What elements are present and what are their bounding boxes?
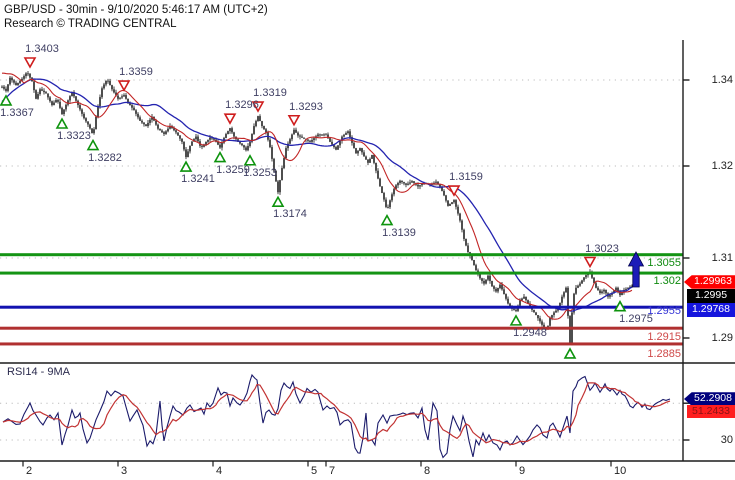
pivot-price-label: 1.3296: [225, 99, 259, 112]
pivot-price-label: 1.2975: [619, 312, 653, 325]
pivot-high-marker: [287, 114, 301, 127]
rsi-value-badge-0: 52.2908: [684, 392, 735, 406]
x-axis-date-label: 7: [329, 465, 336, 477]
pivot-low-marker: [86, 138, 100, 151]
pivot-price-label: 1.3403: [25, 43, 59, 55]
pivot-price-label: 1.3319: [253, 87, 287, 100]
y-axis-label: 1.34: [711, 74, 733, 86]
pivot-low-marker: [509, 314, 523, 326]
pivot-high-marker: [583, 256, 597, 269]
y-axis-label: 1.31: [711, 252, 733, 264]
pivot-price-label: 1.3293: [289, 100, 323, 113]
price-badge-1: 1.2995: [687, 289, 735, 303]
pivot-price-label: 1.2948: [513, 326, 547, 339]
pivot-high-marker: [447, 185, 461, 197]
level-label-support: 1.2915: [647, 331, 681, 344]
pivot-low-marker: [563, 347, 577, 359]
x-axis-date-label: 10: [614, 465, 627, 477]
pivot-low-marker: [179, 160, 193, 172]
level-label-pivot: 1.2955: [647, 305, 681, 318]
chart-title: GBP/USD - 30min - 9/10/2020 5:46:17 AM (…: [4, 4, 268, 16]
pivot-price-label: 1.3282: [88, 151, 122, 164]
rsi-line: [2, 373, 671, 459]
pivot-price-label: 1.3259: [216, 163, 250, 176]
pivot-low-marker: [243, 154, 257, 166]
rsi-value-badge-1: 51.2433: [687, 404, 735, 419]
pivot-high-marker: [251, 101, 265, 113]
price-badge-2: 1.29768: [687, 303, 735, 317]
pivot-price-label: 1.3159: [449, 171, 483, 184]
pivot-price-label: 1.3253: [243, 166, 277, 179]
pivot-price-label: 1.3023: [585, 242, 619, 255]
pivot-price-label: 1.3139: [382, 226, 416, 239]
pivot-low-marker: [613, 300, 627, 312]
pivot-price-label: 1.3367: [0, 106, 34, 119]
rsi-ma-line: [2, 382, 671, 445]
pivot-low-marker: [213, 150, 227, 163]
pivot-price-label: 1.3359: [119, 66, 153, 79]
rsi-indicator-title: RSI14 - 9MA: [7, 366, 70, 378]
x-axis-date-label: 9: [519, 465, 526, 477]
x-axis-date-label: 2: [26, 465, 33, 477]
x-axis-date-label: 4: [216, 465, 223, 477]
pivot-low-marker: [0, 94, 13, 106]
pivot-price-label: 1.3323: [57, 130, 91, 142]
pivot-low-marker: [55, 117, 69, 129]
pivot-high-marker: [117, 80, 131, 92]
pivot-low-marker: [380, 213, 394, 226]
level-label-resistance: 1.302: [653, 275, 681, 288]
chart-source-attribution: Research © TRADING CENTRAL: [4, 18, 177, 30]
y-axis-label: 1.29: [711, 332, 733, 344]
pivot-high-marker: [23, 57, 37, 69]
pivot-low-marker: [271, 195, 285, 208]
x-axis-date-label: 8: [424, 465, 431, 477]
bullish-signal-arrow: [627, 251, 645, 288]
level-label-resistance: 1.3055: [647, 256, 681, 269]
x-axis-date-label: 3: [121, 465, 128, 477]
pivot-price-label: 1.3174: [273, 208, 307, 221]
x-axis-date-label: 5: [311, 465, 318, 477]
level-label-support: 1.2885: [647, 347, 681, 360]
pivot-high-marker: [223, 113, 237, 125]
price-badge-0: 1.29963: [684, 275, 735, 289]
rsi-axis-label: 30: [720, 434, 733, 446]
y-axis-label: 1.32: [711, 160, 733, 172]
pivot-price-label: 1.3241: [181, 173, 215, 186]
